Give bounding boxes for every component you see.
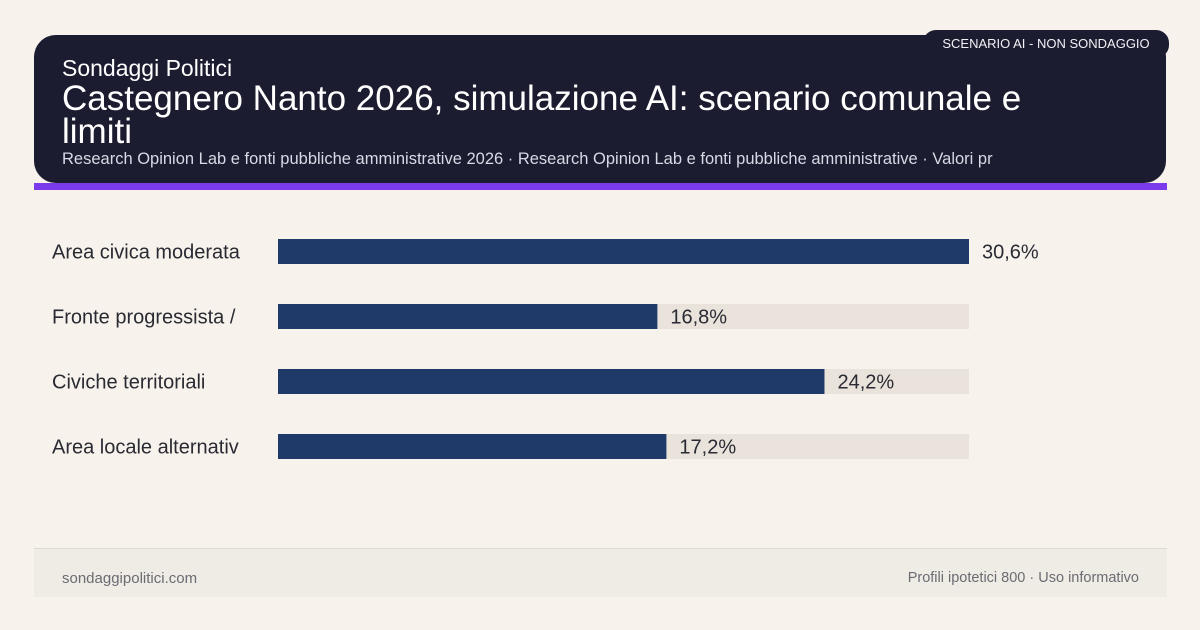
bar — [278, 304, 658, 329]
brand-name: Sondaggi Politici — [62, 55, 233, 81]
value-label: 30,6% — [982, 242, 1039, 264]
footer-note: Profili ipotetici 800 · Uso informativo — [907, 570, 1139, 586]
category-label: Civiche territoriali — [52, 372, 205, 394]
scenario-badge: SCENARIO AI - NON SONDAGGIO — [923, 30, 1169, 58]
bar — [278, 434, 667, 459]
header-banner: Sondaggi Politici Castegnero Nanto 2026,… — [34, 35, 1166, 183]
value-label: 24,2% — [837, 372, 894, 394]
category-label: Fronte progressista / — [52, 307, 236, 329]
category-label: Area locale alternativ — [52, 437, 239, 459]
category-label: Area civica moderata — [52, 242, 241, 264]
bar — [278, 369, 825, 394]
footer-site-link[interactable]: sondaggipolitici.com — [62, 570, 198, 587]
page-title: Castegnero Nanto 2026, simulazione AI: s… — [62, 79, 1022, 151]
bar — [278, 239, 969, 264]
value-label: 16,8% — [670, 307, 727, 329]
footer: sondaggipolitici.com Profili ipotetici 8… — [34, 548, 1167, 597]
value-label: 17,2% — [679, 437, 736, 459]
header-accent-bar — [34, 183, 1167, 190]
source-subtitle: Research Opinion Lab e fonti pubbliche a… — [62, 150, 993, 168]
